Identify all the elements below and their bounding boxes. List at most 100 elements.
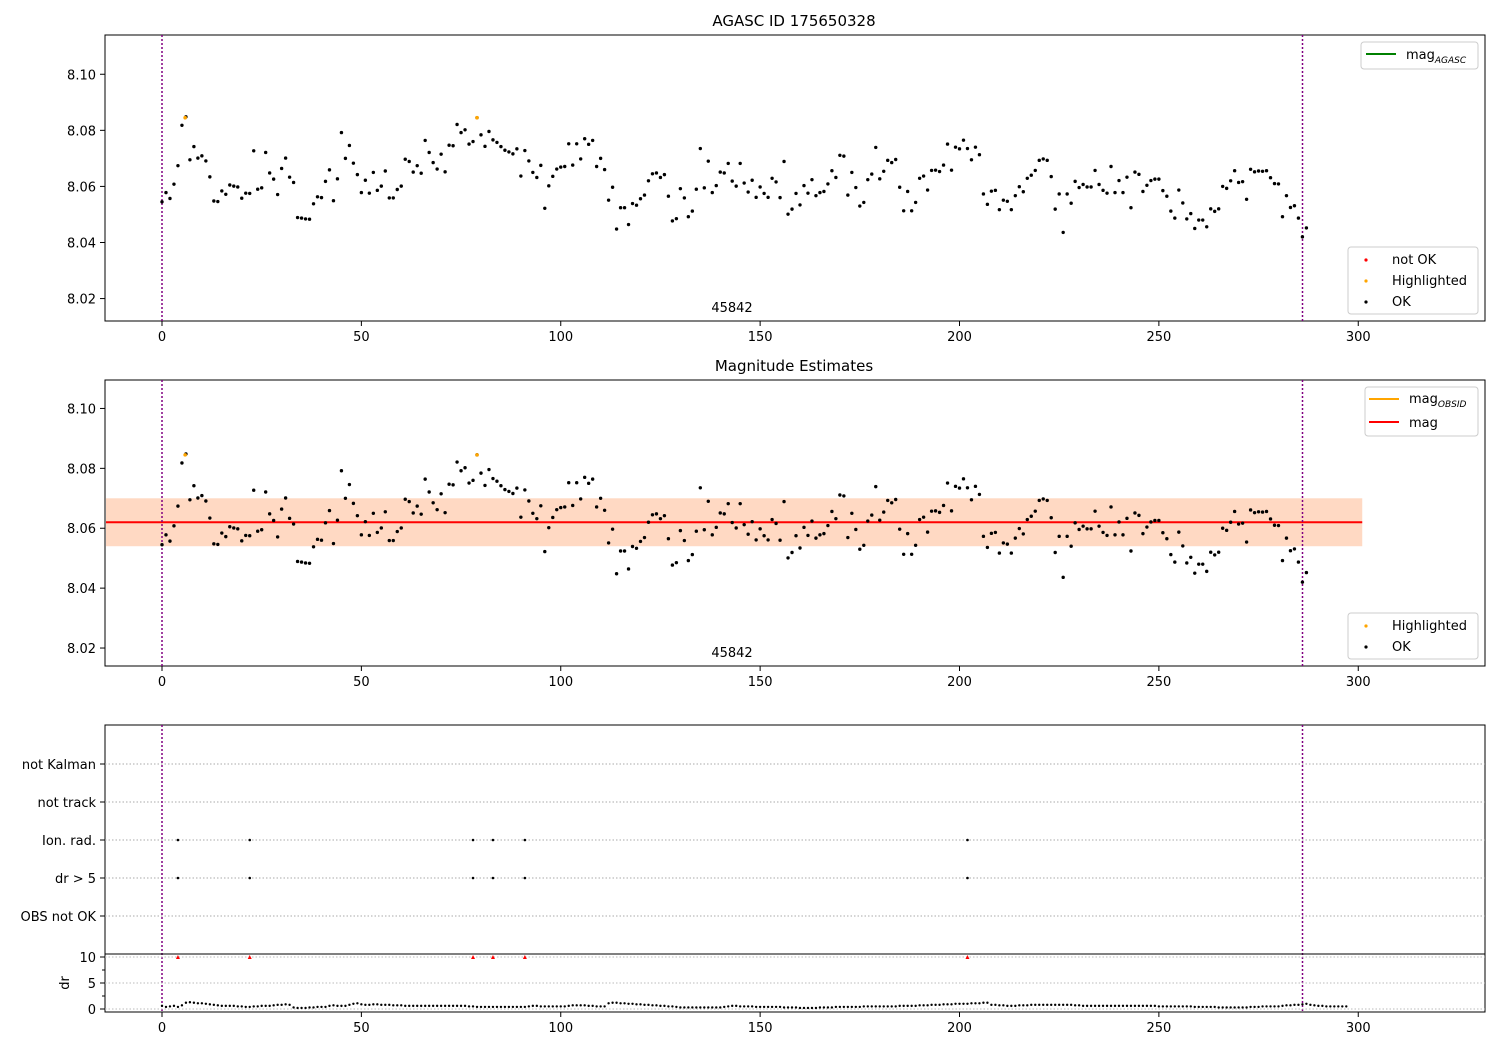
magnitude-ok-point bbox=[575, 481, 579, 485]
magnitude-y-tick-label: 8.10 bbox=[67, 402, 96, 417]
agasc-ok-point bbox=[463, 128, 467, 132]
agasc-y-ticks: 8.02 8.04 8.06 8.08 8.10 bbox=[67, 68, 105, 308]
dr-point bbox=[340, 1004, 343, 1008]
magnitude-ok-point bbox=[666, 537, 671, 541]
dr-point bbox=[942, 1003, 945, 1006]
magnitude-ok-point bbox=[1133, 511, 1137, 515]
dr-point bbox=[567, 1004, 570, 1008]
dr-point bbox=[770, 1005, 774, 1009]
dr-point bbox=[427, 1004, 431, 1008]
agasc-ok-point bbox=[1005, 199, 1010, 203]
dr-point bbox=[711, 1006, 714, 1009]
magnitude-ok-point bbox=[642, 535, 647, 540]
magnitude-ok-point bbox=[1256, 510, 1261, 514]
agasc-ok-point bbox=[1105, 191, 1109, 195]
magnitude-ok-point bbox=[762, 534, 766, 538]
dr-point bbox=[224, 1004, 227, 1008]
agasc-ok-point bbox=[439, 152, 443, 156]
agasc-ok-point bbox=[531, 170, 535, 175]
agasc-ok-point bbox=[403, 157, 407, 161]
magnitude-ok-point bbox=[1224, 528, 1229, 533]
magnitude-ok-point bbox=[1145, 525, 1149, 529]
magnitude-ok-point bbox=[192, 484, 196, 488]
dr-point bbox=[1345, 1005, 1348, 1008]
magnitude-ok-point bbox=[1197, 562, 1201, 566]
agasc-ok-point bbox=[890, 160, 894, 165]
dr-point bbox=[762, 1005, 766, 1009]
agasc-ok-point bbox=[846, 193, 850, 197]
magnitude-ok-point bbox=[794, 534, 798, 538]
magnitude-ok-point bbox=[1173, 560, 1177, 564]
agasc-legend-top[interactable]: magAGASC bbox=[1360, 41, 1479, 70]
agasc-ok-point bbox=[1236, 180, 1241, 185]
magnitude-ok-point bbox=[1252, 510, 1257, 515]
dr-point bbox=[423, 1004, 427, 1008]
dr-point bbox=[503, 1005, 507, 1009]
dr-point bbox=[543, 1005, 546, 1008]
legend-ok-marker-2 bbox=[1364, 645, 1368, 649]
agasc-ok-point bbox=[945, 142, 950, 146]
agasc-ok-point bbox=[220, 189, 224, 193]
dr-point bbox=[400, 1004, 403, 1007]
magnitude-ok-point bbox=[878, 518, 882, 522]
agasc-ok-point bbox=[383, 169, 387, 173]
dr-clipped-marker bbox=[965, 955, 970, 959]
magnitude-ok-point bbox=[1097, 524, 1101, 528]
agasc-ok-point bbox=[1197, 218, 1201, 222]
dr-point bbox=[288, 1003, 291, 1007]
dr-point bbox=[966, 1002, 969, 1005]
dr-point bbox=[280, 1003, 283, 1007]
dr-point bbox=[1221, 1006, 1224, 1009]
magnitude-ok-point bbox=[495, 479, 499, 483]
legend-notok-marker bbox=[1364, 258, 1368, 262]
dr-point bbox=[1101, 1004, 1105, 1008]
agasc-ok-point bbox=[256, 187, 260, 191]
agasc-legend-bottom[interactable]: not OK Highlighted OK bbox=[1347, 246, 1479, 315]
magnitude-ok-point bbox=[315, 537, 320, 542]
dr-point bbox=[882, 1005, 885, 1008]
magnitude-ok-point bbox=[216, 542, 220, 547]
magnitude-ok-point bbox=[897, 527, 902, 531]
magnitude-axes-frame bbox=[104, 379, 1486, 667]
dr-panel: 0 5 10 0 50 100 150 200 250 300 dr bbox=[58, 951, 1486, 1036]
magnitude-ok-point bbox=[224, 534, 228, 539]
dr-point bbox=[240, 1005, 243, 1008]
dr-point bbox=[1293, 1003, 1296, 1007]
magnitude-ok-point bbox=[842, 494, 846, 498]
dr-point bbox=[687, 1006, 690, 1009]
magnitude-ok-point bbox=[678, 528, 683, 533]
agasc-x-ticks: 0 50 100 150 200 250 300 bbox=[158, 321, 1371, 345]
agasc-ok-point bbox=[307, 217, 312, 221]
magnitude-ok-point bbox=[782, 499, 786, 504]
magnitude-ok-point bbox=[212, 542, 216, 546]
dr-point bbox=[1057, 1003, 1061, 1007]
magnitude-ok-point bbox=[295, 559, 300, 564]
dr-point bbox=[962, 1002, 965, 1005]
magnitude-ok-point bbox=[961, 477, 966, 481]
dr-point bbox=[1241, 1006, 1244, 1009]
magnitude-legend-bottom[interactable]: Highlighted OK bbox=[1347, 612, 1479, 660]
dr-point bbox=[766, 1005, 770, 1009]
magnitude-title: Magnitude Estimates bbox=[715, 357, 873, 375]
magnitude-ok-point bbox=[571, 503, 575, 508]
agasc-ok-point bbox=[299, 216, 304, 220]
agasc-ok-point bbox=[1276, 182, 1281, 186]
magnitude-ok-point bbox=[411, 511, 415, 515]
dr-point bbox=[555, 1005, 558, 1008]
dr-point bbox=[180, 1004, 184, 1007]
magnitude-ok-point bbox=[503, 487, 507, 492]
dr-point bbox=[443, 1004, 447, 1008]
agasc-ok-point bbox=[487, 129, 491, 134]
magnitude-ok-point bbox=[287, 516, 292, 521]
dr-point bbox=[982, 1001, 985, 1004]
dr-point bbox=[519, 1005, 523, 1009]
dr-point bbox=[898, 1004, 901, 1008]
magnitude-legend-top[interactable]: magOBSID mag bbox=[1364, 386, 1479, 437]
magnitude-ok-point bbox=[977, 492, 982, 497]
magnitude-ok-point bbox=[379, 526, 384, 530]
dr-point bbox=[1073, 1004, 1077, 1007]
dr-point bbox=[758, 1005, 762, 1009]
agasc-ok-point bbox=[670, 219, 675, 223]
dr-point bbox=[655, 1004, 658, 1007]
dr-point bbox=[1341, 1005, 1344, 1008]
